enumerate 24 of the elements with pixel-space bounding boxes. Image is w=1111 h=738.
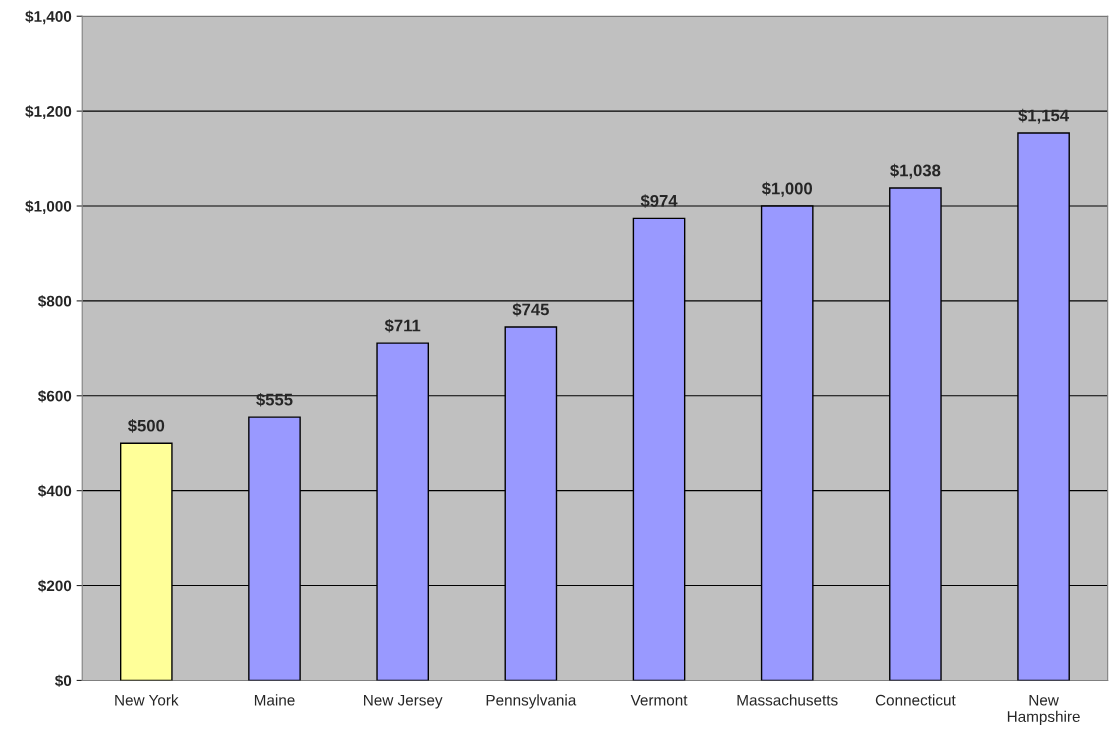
data-label: $1,038 <box>890 163 941 179</box>
y-tick-label: $1,000 <box>25 200 72 214</box>
x-tick-label: Vermont <box>630 694 688 706</box>
y-tick-label: $0 <box>55 674 72 688</box>
data-label: $555 <box>256 392 293 407</box>
x-tick-label: New Hampshire <box>1007 694 1080 726</box>
data-label: $500 <box>127 419 165 433</box>
x-tick-label: Connecticut <box>875 694 956 706</box>
y-tick-label: $200 <box>38 579 72 593</box>
data-label: $711 <box>384 318 421 333</box>
x-tick-label: Massachusetts <box>737 694 838 706</box>
y-tick-label: $1,400 <box>25 10 72 25</box>
x-tick-label: Pennsylvania <box>486 694 577 709</box>
x-tick-label: New Jersey <box>364 694 443 709</box>
x-tick-label: New York <box>115 694 179 706</box>
data-label: $1,154 <box>1018 108 1069 124</box>
y-tick-label: $600 <box>38 389 72 403</box>
y-tick-label: $1,200 <box>25 105 72 120</box>
x-tick-label: Maine <box>254 694 295 706</box>
data-label: $974 <box>640 194 678 208</box>
data-label: $745 <box>512 302 549 317</box>
y-tick-label: $400 <box>38 484 72 498</box>
y-tick-label: $800 <box>38 295 72 308</box>
data-label: $1,000 <box>761 181 813 197</box>
